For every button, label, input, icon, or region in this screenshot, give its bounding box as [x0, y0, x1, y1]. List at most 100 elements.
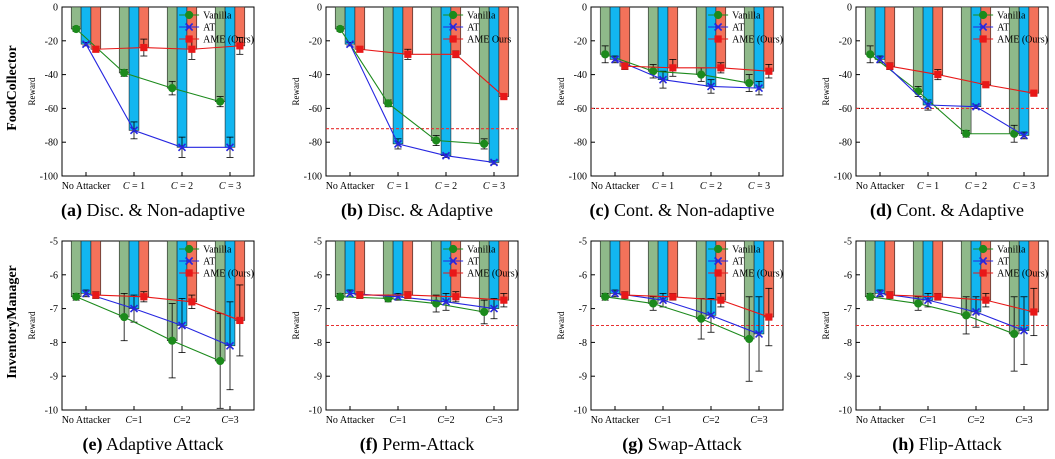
legend-label: Vanilla	[732, 245, 761, 256]
series-marker	[697, 314, 706, 323]
panel-caption-id: (c)	[590, 200, 610, 221]
series-marker	[236, 316, 244, 325]
series-marker	[914, 299, 923, 308]
bar-ame-ours-	[932, 6, 944, 75]
x-tick-label: C = 2	[435, 181, 457, 192]
x-tick-label-val: =2	[709, 415, 720, 426]
x-tick-label-val: =2	[444, 415, 455, 426]
x-tick-label-var: C	[748, 181, 755, 192]
x-tick-label: C=3	[750, 415, 767, 426]
bar-at	[392, 240, 404, 298]
x-tick-label-var: C	[219, 181, 226, 192]
y-axis-label: Reward	[27, 77, 37, 105]
x-tick-label-val: = 1	[394, 181, 410, 192]
series-marker	[1010, 329, 1019, 339]
legend-label: AT	[997, 23, 1009, 34]
plot-frame	[325, 6, 519, 177]
series-marker	[236, 42, 244, 50]
y-axis-label: Reward	[291, 77, 301, 105]
bar-vanilla	[599, 240, 611, 298]
bar-at	[1018, 6, 1030, 136]
bar-at	[970, 6, 982, 108]
y-tick-label: 0	[317, 3, 322, 14]
y-tick-label: -6	[579, 270, 587, 281]
y-tick-label: -5	[844, 237, 852, 248]
legend-marker	[714, 256, 723, 266]
series-marker	[404, 50, 412, 58]
series-marker	[745, 334, 754, 344]
panel-caption: (c) Cont. & Non-adaptive	[590, 200, 775, 221]
y-tick-label: -40	[309, 70, 322, 81]
y-tick-label: -60	[309, 104, 322, 115]
bar-at	[705, 6, 717, 87]
series-marker	[480, 307, 489, 317]
x-tick-label-val: = 3	[226, 181, 242, 192]
series-marker	[452, 50, 460, 58]
legend-label: AME (Ours)	[732, 35, 783, 46]
legend-label: AT	[203, 257, 215, 268]
legend-label: Vanilla	[203, 245, 232, 256]
bar-at	[128, 6, 140, 131]
bar-at	[657, 6, 669, 80]
x-tick-label-var: C	[171, 181, 178, 192]
bar-ame-ours-	[90, 6, 102, 50]
y-tick-label: -100	[304, 172, 322, 183]
legend-label: AME (Ours)	[467, 269, 518, 280]
series-marker	[923, 100, 933, 110]
legend-label: AT	[467, 257, 479, 268]
legend-marker	[979, 22, 988, 32]
x-tick-label-var: C	[700, 181, 707, 192]
y-axis-label: Reward	[821, 311, 831, 339]
bar-at	[224, 6, 236, 148]
series-marker	[336, 292, 345, 301]
series-line-at	[610, 289, 764, 339]
panel-caption-text: Swap-Attack	[643, 434, 741, 454]
panel-caption: (b) Disc. & Adaptive	[341, 200, 493, 221]
series-marker	[601, 50, 610, 59]
series-marker	[393, 139, 403, 148]
x-tick-label-var: C	[483, 181, 490, 192]
bar-ame-ours-	[138, 240, 150, 298]
series-line-vanilla	[72, 24, 225, 106]
legend-marker	[714, 244, 723, 254]
series-line-ame-ours-	[356, 291, 508, 304]
legend-label: Vanilla	[203, 11, 232, 22]
legend-label: AT	[732, 23, 744, 34]
legend-marker	[185, 256, 194, 266]
y-tick-label: -6	[314, 270, 322, 281]
series-marker	[765, 67, 773, 75]
y-tick-label: -7	[314, 304, 322, 315]
legend-marker	[449, 244, 458, 254]
series-line-at	[345, 289, 499, 313]
legend-label: AT	[203, 23, 215, 34]
legend-marker	[449, 269, 457, 277]
series-marker	[140, 43, 148, 52]
series-marker	[706, 311, 716, 320]
bar-at	[440, 6, 452, 157]
series-line-at	[610, 55, 764, 93]
x-tick-label-val: =3	[1022, 415, 1033, 426]
series-marker	[875, 55, 885, 64]
series-line-vanilla	[336, 292, 489, 317]
x-tick-label-val: =1	[661, 415, 672, 426]
x-tick-label: C = 1	[917, 181, 939, 192]
series-marker	[81, 289, 91, 298]
series-marker	[441, 151, 451, 160]
legend-marker	[449, 256, 458, 266]
bar-vanilla	[647, 6, 659, 72]
bar-ame-ours-	[884, 6, 896, 67]
bar-ame-ours-	[667, 240, 679, 298]
series-marker	[92, 45, 100, 53]
bar-vanilla	[118, 6, 130, 74]
bar-at	[657, 240, 669, 301]
x-tick-label: C = 1	[123, 181, 145, 192]
y-axis-label: Reward	[821, 77, 831, 105]
x-tick-label: No Attacker	[591, 181, 640, 192]
series-marker	[866, 50, 875, 59]
legend-label: Vanilla	[467, 245, 496, 256]
bar-at	[922, 240, 934, 301]
y-axis-label: Reward	[556, 311, 566, 339]
